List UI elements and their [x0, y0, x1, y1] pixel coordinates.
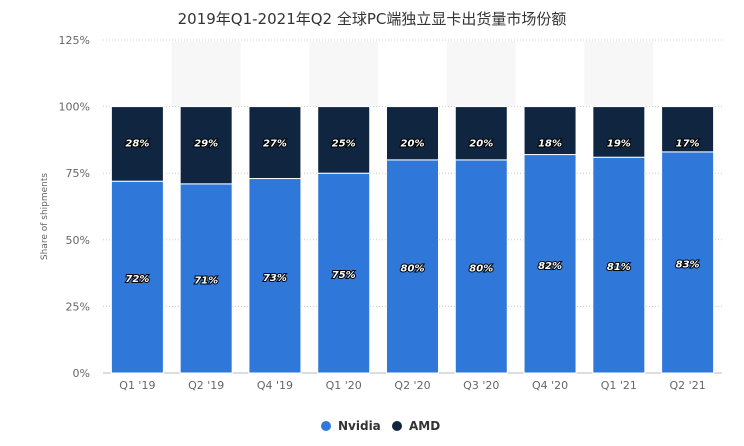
data-label: 29%: [194, 139, 218, 150]
y-tick-label: 25%: [66, 300, 90, 313]
legend-item-amd[interactable]: AMD: [392, 419, 440, 433]
y-tick-label: 100%: [59, 101, 90, 114]
bar-nvidia[interactable]: [248, 178, 302, 374]
data-label: 20%: [469, 139, 493, 150]
y-tick-label: 0%: [73, 367, 90, 380]
bar-amd[interactable]: [179, 106, 233, 185]
bar-amd[interactable]: [386, 106, 439, 161]
x-tick-label: Q1 '21: [601, 379, 637, 392]
data-label: 17%: [676, 139, 700, 150]
data-label: 83%: [676, 259, 700, 270]
data-label: 80%: [469, 263, 493, 274]
legend-label: AMD: [409, 419, 440, 433]
data-labels: 72% 28% 71% 29% 73% 27% 75% 25% 80% 20% 80% 20% 82% 1…: [124, 138, 700, 288]
data-label: 28%: [125, 139, 149, 150]
bar-amd[interactable]: [661, 106, 715, 153]
data-label: 71%: [194, 275, 218, 286]
column-band: [171, 41, 241, 107]
bars: [110, 106, 715, 374]
x-tick-label: Q1 '19: [119, 379, 155, 392]
x-tick-label: Q4 '20: [532, 379, 568, 392]
bar-amd[interactable]: [317, 106, 371, 174]
column-band: [584, 41, 654, 107]
data-label: 75%: [332, 270, 356, 281]
legend-marker: [321, 421, 331, 431]
legend-marker: [392, 421, 402, 431]
data-label: 72%: [125, 274, 149, 285]
column-backgrounds: [171, 41, 654, 107]
legend-item-nvidia[interactable]: Nvidia: [321, 419, 381, 433]
x-tick-label: Q3 '20: [463, 379, 499, 392]
data-label: 20%: [401, 139, 425, 150]
data-label: 73%: [263, 273, 287, 284]
bar-nvidia[interactable]: [454, 159, 508, 374]
x-tick-label: Q2 '19: [188, 379, 224, 392]
x-tick-label: Q2 '21: [670, 379, 706, 392]
data-label: 82%: [538, 261, 562, 272]
bar-nvidia[interactable]: [386, 159, 439, 374]
bar-nvidia[interactable]: [592, 156, 646, 374]
data-label: 27%: [263, 139, 287, 150]
x-tick-label: Q2 '20: [394, 379, 430, 392]
data-label: 81%: [607, 262, 631, 273]
bar-amd[interactable]: [523, 106, 577, 156]
data-label: 25%: [332, 139, 356, 150]
y-axis-label: Share of shipments: [40, 173, 50, 261]
legend: Nvidia AMD: [321, 419, 440, 433]
chart-title: 2019年Q1-2021年Q2 全球PC端独立显卡出货量市场份额: [177, 10, 567, 28]
legend-label: Nvidia: [338, 419, 381, 433]
bar-nvidia[interactable]: [179, 183, 233, 374]
bar-amd[interactable]: [248, 106, 302, 180]
x-tick-label: Q4 '19: [257, 379, 293, 392]
bar-amd[interactable]: [454, 106, 508, 161]
bar-amd[interactable]: [592, 106, 646, 158]
data-label: 80%: [401, 263, 425, 274]
bar-amd[interactable]: [110, 106, 164, 182]
y-tick-label: 125%: [59, 34, 90, 47]
axes: 0% 25% 50% 75% 100% 125% Share of shipments Q1 …: [40, 34, 706, 392]
y-tick-label: 75%: [66, 167, 90, 180]
data-label: 18%: [538, 139, 562, 150]
bar-nvidia[interactable]: [110, 180, 164, 374]
y-tick-label: 50%: [66, 234, 90, 247]
column-band: [446, 41, 516, 107]
data-label: 19%: [607, 139, 631, 150]
x-tick-label: Q1 '20: [326, 379, 362, 392]
column-band: [309, 41, 379, 107]
bar-nvidia[interactable]: [661, 151, 715, 374]
bar-nvidia[interactable]: [317, 172, 371, 374]
